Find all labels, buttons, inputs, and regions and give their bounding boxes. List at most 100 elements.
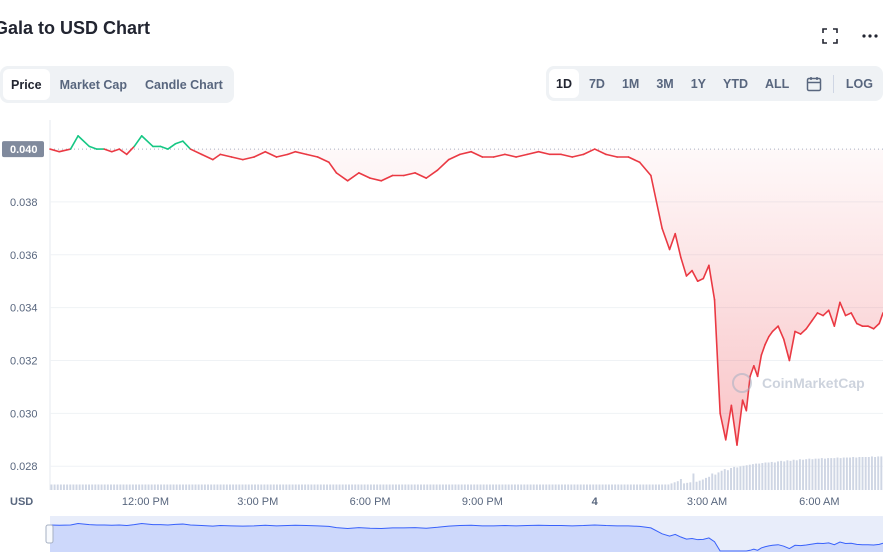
price-segment — [691, 269, 699, 283]
volume-bar — [654, 484, 657, 490]
volume-bar — [720, 470, 723, 490]
volume-bar — [733, 466, 736, 490]
volume-bar — [614, 484, 617, 490]
volume-bar — [119, 484, 122, 490]
volume-bar — [639, 484, 642, 490]
fullscreen-icon[interactable] — [820, 26, 840, 46]
volume-bar — [385, 484, 388, 490]
price-segment — [159, 145, 169, 150]
price-segment — [850, 312, 858, 325]
volume-bar — [445, 484, 448, 490]
volume-bar — [479, 484, 482, 490]
tab-candle-chart[interactable]: Candle Chart — [144, 77, 223, 92]
price-segment — [174, 140, 184, 145]
volume-bar — [438, 484, 441, 490]
price-segment — [867, 325, 875, 330]
volume-bar — [817, 458, 820, 490]
price-segment — [537, 150, 551, 156]
more-icon[interactable] — [860, 26, 880, 46]
price-segment — [49, 148, 61, 153]
price-segment — [316, 156, 330, 164]
calendar-icon[interactable] — [801, 69, 827, 98]
volume-bar — [394, 484, 397, 490]
navigator-handle[interactable] — [45, 524, 54, 544]
volume-bar — [166, 484, 169, 490]
volume-bar — [877, 456, 880, 490]
log-scale-toggle[interactable]: LOG — [845, 76, 873, 91]
price-segment — [335, 172, 349, 182]
volume-bar — [188, 484, 191, 490]
volume-bar — [128, 484, 131, 490]
price-segment — [140, 135, 154, 148]
range-1m[interactable]: 1M — [621, 76, 640, 91]
volume-bar — [827, 458, 830, 490]
volume-bar — [636, 484, 639, 490]
price-segment — [125, 145, 136, 156]
volume-bar — [113, 484, 116, 490]
volume-bar — [535, 484, 538, 490]
volume-bar — [789, 460, 792, 490]
price-segment — [878, 312, 883, 325]
volume-bar — [147, 484, 150, 490]
range-3m[interactable]: 3M — [656, 76, 674, 91]
volume-bar — [451, 484, 454, 490]
volume-bar — [210, 484, 213, 490]
volume-bar — [874, 457, 877, 490]
volume-bar — [651, 484, 654, 490]
volume-bar — [135, 484, 137, 490]
volume-bar — [250, 484, 253, 490]
price-series-line — [49, 135, 883, 446]
price-segment — [855, 322, 864, 327]
volume-bar — [767, 462, 770, 490]
range-ytd[interactable]: YTD — [723, 76, 749, 91]
volume-bar — [222, 484, 225, 490]
volume-bar — [282, 484, 285, 490]
price-segment — [799, 327, 808, 335]
volume-bar — [125, 484, 128, 490]
volume-bar — [257, 484, 260, 490]
price-segment — [638, 161, 652, 177]
price-segment — [833, 301, 841, 327]
x-tick-label: 9:00 PM — [462, 496, 503, 508]
volume-bar — [495, 484, 498, 490]
volume-bar — [260, 484, 263, 490]
volume-bar — [435, 484, 438, 490]
price-segment — [167, 142, 177, 150]
volume-bar — [244, 484, 247, 490]
price-segment — [253, 150, 267, 158]
price-segment — [777, 325, 785, 341]
volume-bar — [97, 484, 100, 490]
volume-bar — [369, 484, 372, 490]
price-segment — [182, 140, 192, 150]
range-1d[interactable]: 1D — [549, 69, 579, 98]
volume-bar — [344, 484, 347, 490]
price-segment — [724, 404, 733, 441]
volume-bar — [163, 484, 166, 490]
range-1y[interactable]: 1Y — [690, 76, 707, 91]
volume-bar — [322, 484, 325, 490]
volume-bar — [852, 457, 855, 490]
volume-bar — [589, 484, 592, 490]
tab-price[interactable]: Price — [3, 69, 50, 100]
volume-bar — [698, 480, 701, 490]
volume-bar — [742, 465, 745, 490]
x-tick-label: 4 — [592, 496, 599, 508]
price-segment — [685, 269, 693, 277]
volume-bar — [407, 484, 410, 490]
price-chart[interactable]: 0.028 0.030 0.032 0.034 0.036 0.038 0.040 CoinM… — [0, 120, 883, 552]
volume-bar — [745, 465, 748, 490]
range-7d[interactable]: 7D — [588, 76, 605, 91]
volume-bar — [272, 484, 275, 490]
range-all[interactable]: ALL — [765, 76, 790, 91]
volume-bar — [870, 456, 873, 490]
price-segment — [346, 172, 360, 182]
price-segment — [358, 172, 371, 179]
volume-bar — [291, 484, 294, 490]
volume-bar — [366, 484, 369, 490]
volume-bar — [805, 459, 808, 490]
volume-bar — [692, 473, 695, 490]
tab-market-cap[interactable]: Market Cap — [59, 77, 127, 92]
volume-bar — [285, 484, 288, 490]
volume-bar — [225, 484, 228, 490]
volume-bar — [770, 461, 773, 490]
